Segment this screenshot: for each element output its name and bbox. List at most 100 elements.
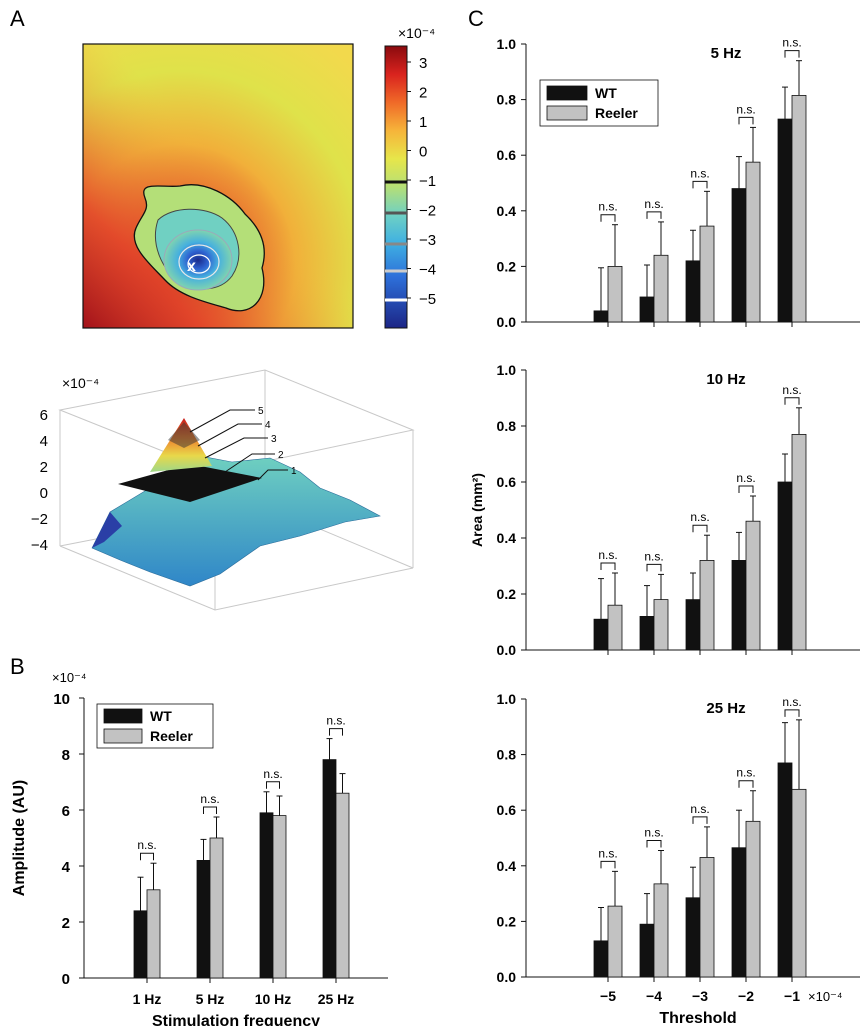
colorbar-tick-label: −1 [419, 173, 436, 190]
bar-wt [777, 762, 793, 978]
bar-reeler [607, 604, 623, 651]
y-tick-label: 0.8 [497, 747, 517, 763]
significance-bracket [784, 397, 800, 405]
y-tick-label: 0.0 [497, 314, 517, 330]
surface-z-tick-label: −2 [31, 511, 48, 528]
colorbar-tick-label: 2 [419, 85, 427, 102]
bar-reeler [653, 599, 669, 651]
panel-label-b: B [10, 654, 25, 679]
x-tick-label: −4 [646, 988, 662, 1004]
peak-marker: x [187, 258, 196, 275]
significance-label: n.s. [598, 846, 617, 860]
y-tick-label: 0.8 [497, 92, 517, 108]
significance-bracket [738, 116, 754, 125]
contour-label: 3 [271, 434, 277, 445]
x-axis-label: Stimulation frequency [152, 1013, 320, 1026]
significance-label: n.s. [782, 36, 801, 50]
y-tick-label: 8 [62, 747, 70, 764]
bar-wt [731, 188, 747, 323]
legend-swatch [103, 708, 143, 724]
bar-reeler [699, 857, 715, 978]
x-tick-label: −1 [784, 988, 800, 1004]
bar-wt [593, 310, 609, 323]
bar-reeler [607, 265, 623, 323]
significance-label: n.s. [690, 166, 709, 180]
bar-reeler [335, 792, 350, 979]
x-tick-label: 5 Hz [196, 991, 225, 1007]
bar-reeler [791, 788, 807, 978]
legend-label: WT [150, 708, 172, 724]
significance-bracket [203, 806, 217, 814]
significance-bracket [692, 816, 708, 824]
y-tick-label: 2 [62, 915, 70, 932]
subplot-title: 10 Hz [706, 371, 745, 388]
bar-wt [639, 296, 655, 323]
bar-reeler [745, 161, 761, 323]
significance-label: n.s. [137, 838, 156, 852]
significance-bracket [646, 840, 662, 848]
bar-reeler [791, 95, 807, 323]
y-axis-label: Area (mm²) [469, 473, 485, 547]
y-tick-label: 0 [62, 971, 70, 988]
legend-swatch [103, 728, 143, 744]
significance-label: n.s. [598, 548, 617, 562]
area-bar-charts: 0.0 0.2 0.4 0.6 0.8 1.0 5 Hz n.s. n.s. n.s. n.s. n.… [469, 36, 860, 1026]
legend: WT Reeler [96, 703, 214, 749]
significance-label: n.s. [263, 767, 282, 781]
bar-reeler [607, 905, 623, 978]
colorbar-ticks: 3 2 1 0 −1 −2 −3 −4 −5 [407, 55, 436, 308]
significance-label: n.s. [782, 695, 801, 709]
significance-bracket [738, 485, 754, 493]
bar-wt [685, 897, 701, 978]
bar-reeler [699, 560, 715, 651]
colorbar-tick-label: 1 [419, 114, 427, 131]
colorbar-tick-label: −2 [419, 203, 436, 220]
x-exponent-label: ×10⁻⁴ [808, 989, 843, 1004]
significance-label: n.s. [598, 200, 617, 214]
x-tick-label: −2 [738, 988, 754, 1004]
amplitude-bar-chart: 0 2 4 6 8 10 ×10⁻⁴ Amplitude (AU) n.s. n.s. n.s. n.… [11, 670, 388, 1026]
significance-bracket [600, 860, 616, 869]
significance-label: n.s. [690, 802, 709, 816]
significance-label: n.s. [782, 383, 801, 397]
y-tick-label: 0.6 [497, 147, 517, 163]
legend-label: WT [595, 85, 617, 101]
y-tick-label: 0.4 [497, 530, 517, 546]
x-tick-label: −5 [600, 988, 616, 1004]
y-tick-label: 0.6 [497, 474, 517, 490]
surface-z-tick-label: −4 [31, 537, 48, 554]
x-tick-label: 1 Hz [133, 991, 162, 1007]
surface-z-tick-label: 6 [40, 407, 48, 424]
significance-bracket [646, 563, 662, 572]
bar-wt [322, 759, 337, 979]
bar-reeler [745, 520, 761, 651]
y-tick-label: 1.0 [497, 36, 517, 52]
y-tick-label: 0.4 [497, 858, 517, 874]
bar-wt [593, 618, 609, 651]
y-tick-label: 0.2 [497, 913, 517, 929]
surface-z-ticks: 6 4 2 0 −2 −4 [31, 407, 48, 554]
significance-label: n.s. [326, 714, 345, 728]
significance-label: n.s. [200, 792, 219, 806]
significance-bracket [692, 524, 708, 533]
significance-bracket [646, 211, 662, 219]
colorbar-tick-label: 3 [419, 55, 427, 72]
surface-z-tick-label: 0 [40, 485, 48, 502]
bar-wt [593, 940, 609, 978]
contour-label: 1 [291, 466, 297, 477]
significance-label: n.s. [644, 549, 663, 563]
significance-bracket [738, 780, 754, 788]
bar-reeler [653, 883, 669, 978]
x-tick-label: 10 Hz [255, 991, 292, 1007]
bar-reeler [146, 889, 161, 979]
bar-reeler [791, 433, 807, 651]
bar-wt [685, 260, 701, 323]
y-tick-label: 0.0 [497, 642, 517, 658]
surface-z-tick-label: 4 [40, 433, 48, 450]
bar-wt [731, 560, 747, 651]
y-tick-label: 0.8 [497, 418, 517, 434]
bar-reeler [699, 225, 715, 323]
significance-bracket [784, 709, 800, 717]
